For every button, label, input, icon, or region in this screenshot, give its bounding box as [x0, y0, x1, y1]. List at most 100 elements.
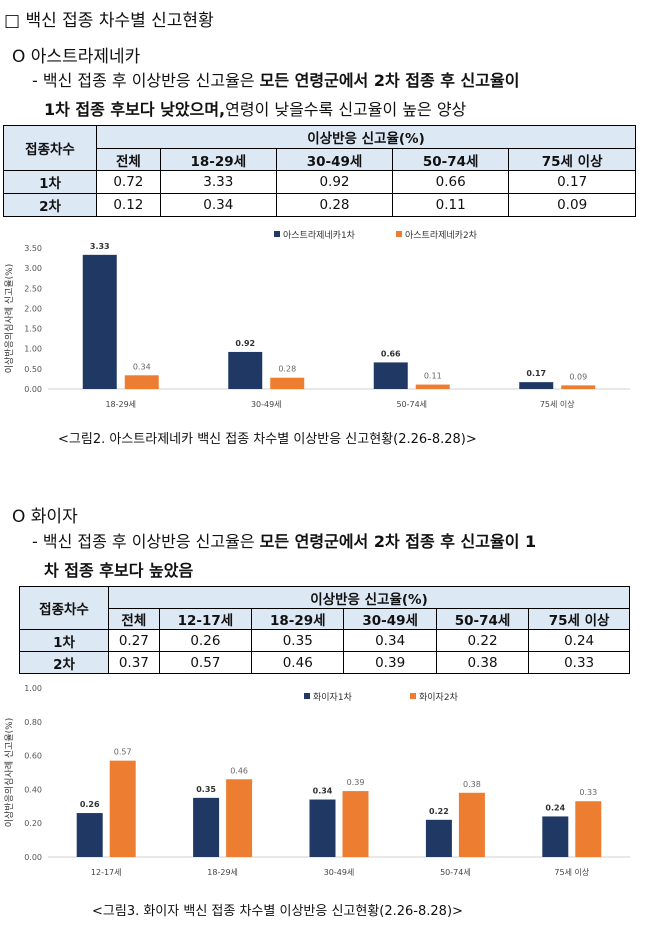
y-tick-label: 0.60: [24, 752, 42, 761]
pf-line1-text: - 백신 접종 후 이상반응 신고율은: [32, 532, 260, 551]
az-cell: 0.28: [275, 193, 394, 217]
data-label: 0.35: [196, 785, 216, 794]
legend-swatch: [396, 231, 402, 237]
bar: [270, 377, 305, 389]
data-label: 0.34: [133, 362, 151, 371]
y-tick-label: 0.50: [24, 365, 42, 374]
az-cell: 0.72: [96, 170, 161, 194]
data-label: 0.11: [424, 372, 442, 381]
legend-swatch: [410, 693, 416, 699]
az-line1-text: - 백신 접종 후 이상반응 신고율은: [32, 71, 260, 90]
bar: [542, 816, 569, 857]
pf-col-header: 12-17세: [158, 608, 253, 630]
legend-label: 아스트라제네카1차: [283, 229, 356, 241]
legend-swatch: [304, 693, 310, 699]
data-label: 0.22: [429, 807, 449, 816]
az-summary-line1: - 백신 접종 후 이상반응 신고율은 모든 연령군에서 2차 접종 후 신고율…: [32, 71, 519, 91]
page-title: □ 백신 접종 차수별 신고현황: [4, 11, 214, 31]
pf-col-header: 50-74세: [435, 608, 530, 630]
legend-label: 화이자2차: [419, 691, 459, 703]
y-tick-label: 0.80: [24, 718, 42, 727]
y-tick-label: 0.20: [24, 819, 42, 828]
az-figure-caption: <그림2. 아스트라제네카 백신 접종 차수별 이상반응 신고현황(2.26-8…: [58, 432, 477, 447]
pf-heading: O 화이자: [12, 507, 78, 527]
pf-cell: 0.39: [343, 651, 437, 674]
bar: [458, 792, 485, 857]
pf-col-header: 18-29세: [251, 608, 345, 630]
pf-cell: 0.27: [108, 629, 160, 652]
az-col-header: 18-29세: [159, 148, 277, 171]
az-cell: 0.66: [392, 170, 510, 194]
legend-label: 화이자1차: [313, 691, 353, 703]
data-label: 0.26: [80, 800, 100, 809]
y-tick-label: 0.00: [24, 385, 42, 394]
pf-cell: 0.38: [435, 651, 530, 674]
data-label: 3.33: [90, 242, 110, 251]
y-axis-label: 이상반응의심사례 신고율(%): [4, 718, 15, 828]
data-label: 0.92: [235, 339, 255, 348]
az-cell: 0.92: [275, 170, 394, 194]
table-row: 1차 0.27 0.26 0.35 0.34 0.22 0.24: [19, 629, 630, 652]
table-row: 1차 0.72 3.33 0.92 0.66 0.17: [3, 170, 636, 194]
az-row-label: 2차: [3, 193, 97, 217]
bar: [373, 362, 408, 389]
az-col-header: 75세 이상: [508, 148, 636, 171]
az-cell: 3.33: [159, 170, 277, 194]
data-label: 0.38: [463, 780, 481, 789]
pf-cell: 0.26: [158, 629, 253, 652]
az-table-corner: 접종차수: [3, 125, 97, 171]
az-summary-line2: 1차 접종 후보다 낮았으며,연령이 낮을수록 신고율이 높은 양상: [44, 100, 466, 120]
pf-row-label: 1차: [19, 629, 109, 652]
data-label: 0.33: [579, 788, 597, 797]
pf-cell: 0.33: [528, 651, 630, 674]
legend-label: 아스트라제네카2차: [405, 229, 478, 241]
pf-summary-line2: 차 접종 후보다 높았음: [44, 561, 193, 581]
pf-col-header: 75세 이상: [528, 608, 630, 630]
pf-cell: 0.22: [435, 629, 530, 652]
x-tick-label: 30-49세: [251, 400, 282, 409]
bar: [425, 819, 452, 857]
data-label: 0.57: [114, 748, 132, 757]
az-bar-chart: 0.00 0.50 1.00 1.50 2.00 2.50 3.00 3.50 이상반응의심사례…: [4, 229, 630, 409]
data-label: 0.46: [230, 766, 248, 775]
az-col-header: 50-74세: [392, 148, 510, 171]
az-cell: 0.11: [392, 193, 510, 217]
data-label: 0.34: [313, 787, 333, 796]
pf-col-header: 30-49세: [343, 608, 437, 630]
x-tick-label: 30-49세: [324, 868, 355, 877]
az-cell: 0.12: [96, 193, 161, 217]
x-tick-label: 18-29세: [207, 868, 238, 877]
pf-bar-chart: 0.00 0.20 0.40 0.60 0.80 1.00 이상반응의심사례 신고율(%) 0…: [4, 684, 630, 877]
bar: [575, 801, 602, 857]
az-cell: 0.09: [508, 193, 636, 217]
x-tick-label: 12-17세: [91, 868, 122, 877]
pf-line2-bold: 차 접종 후보다 높았음: [44, 561, 194, 580]
bar: [82, 254, 117, 389]
x-tick-label: 75세 이상: [540, 399, 575, 409]
bar: [193, 797, 220, 857]
data-label: 0.28: [278, 365, 296, 374]
y-tick-label: 0.00: [24, 853, 42, 862]
bar: [76, 813, 103, 857]
az-line1-bold: 모든 연령군에서 2차 접종 후 신고율이: [259, 71, 520, 90]
pf-line1-bold: 모든 연령군에서 2차 접종 후 신고율이 1: [259, 532, 537, 551]
az-cell: 0.17: [508, 170, 636, 194]
data-label: 0.66: [381, 349, 401, 358]
bar: [124, 375, 159, 389]
y-tick-label: 2.00: [24, 304, 42, 313]
x-tick-label: 50-74세: [396, 400, 427, 409]
x-tick-label: 50-74세: [440, 868, 471, 877]
y-tick-label: 2.50: [24, 284, 42, 293]
table-row: 2차 0.12 0.34 0.28 0.11 0.09: [3, 193, 636, 217]
table-row: 2차 0.37 0.57 0.46 0.39 0.38 0.33: [19, 651, 630, 674]
y-tick-label: 1.00: [24, 684, 42, 693]
az-cell: 0.34: [159, 193, 277, 217]
data-label: 0.17: [526, 369, 546, 378]
bar: [226, 779, 253, 857]
pf-cell: 0.24: [528, 629, 630, 652]
az-row-label: 1차: [3, 170, 97, 194]
data-label: 0.09: [569, 372, 587, 381]
pf-cell: 0.37: [108, 651, 160, 674]
bar: [228, 351, 263, 389]
y-tick-label: 3.00: [24, 264, 42, 273]
